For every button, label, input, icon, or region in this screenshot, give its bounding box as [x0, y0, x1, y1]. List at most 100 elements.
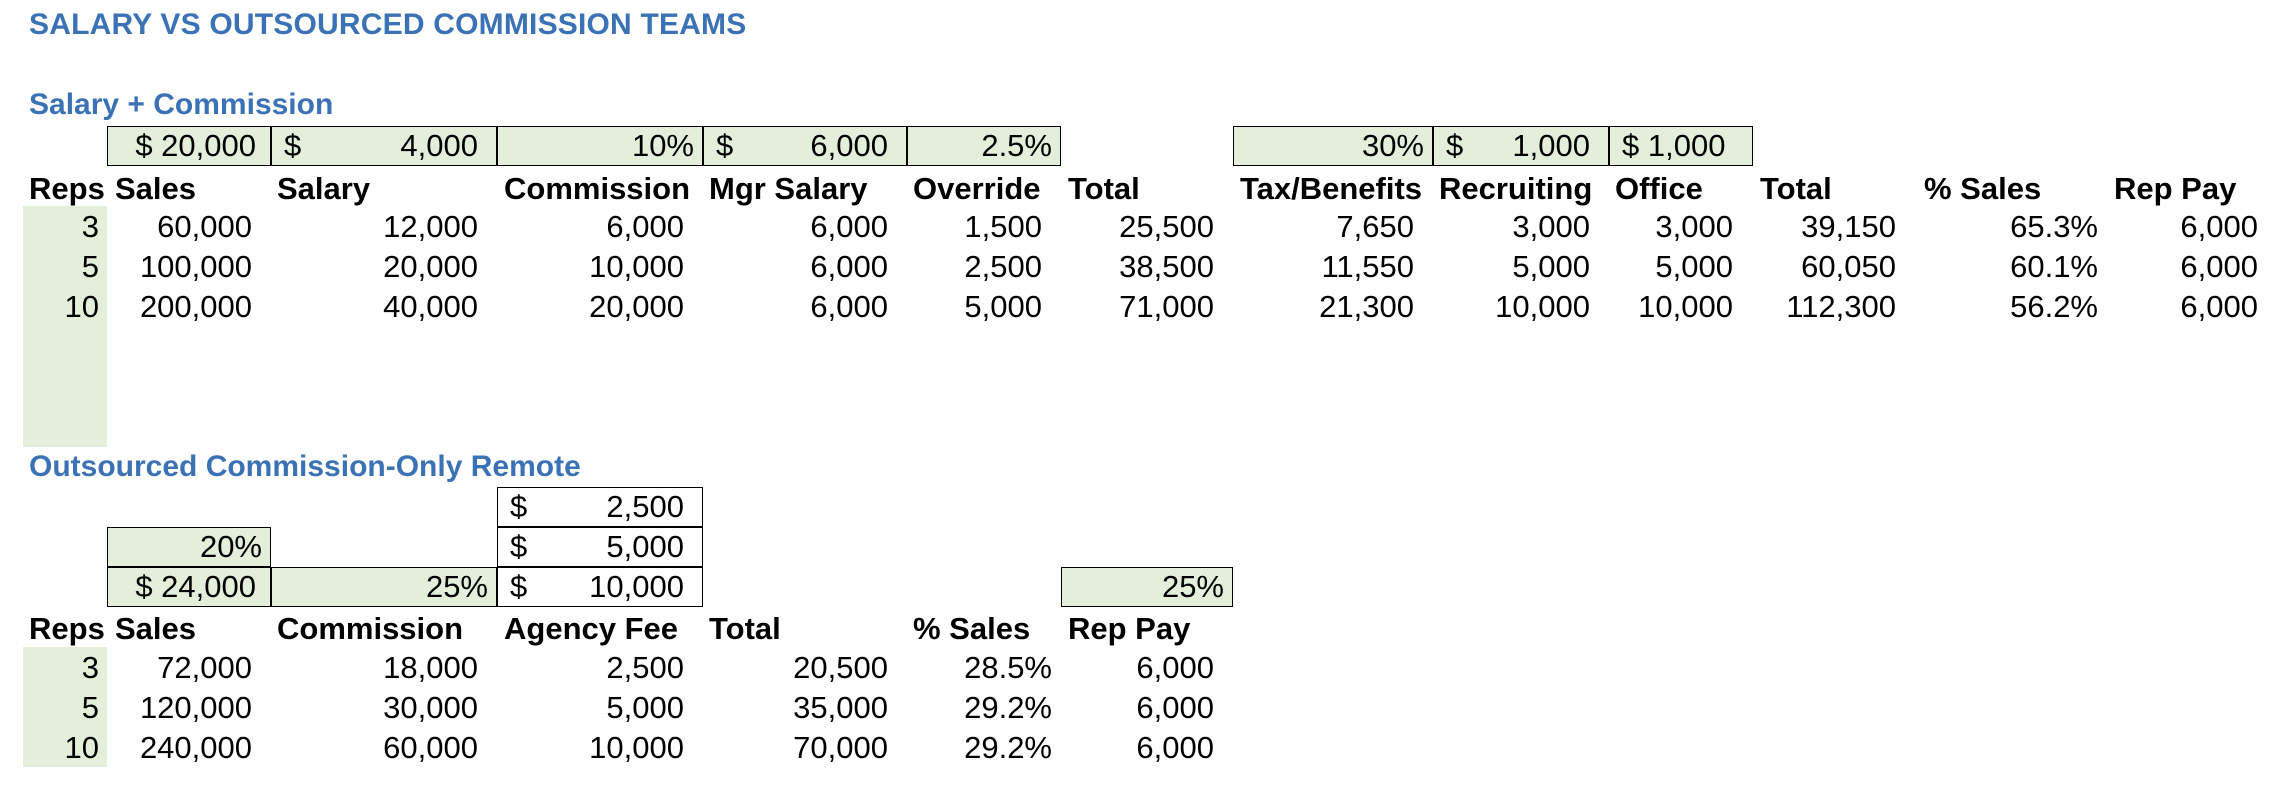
salary-row-cell: 200,000 [139, 289, 252, 324]
salary-row-cell: 3,000 [1512, 209, 1590, 244]
salary-row-cell: 20,000 [589, 289, 684, 324]
salary-override-pct-value: 2.5% [981, 128, 1052, 163]
salary-row-cell: 6,000 [606, 209, 684, 244]
salary-row-cell: 6,000 [2180, 289, 2258, 324]
salary-tax-pct-input[interactable]: 30% [1233, 126, 1433, 166]
outsourced-growth-pct-value: 20% [199, 529, 262, 564]
agency-fee-tier-2-value: 5,000 [606, 529, 684, 564]
agency-fee-tier-2[interactable]: $ 5,000 [497, 527, 703, 567]
salary-col-header-mgr-salary: Mgr Salary [709, 171, 868, 206]
salary-col-header-rep-pay: Rep Pay [2114, 171, 2237, 206]
salary-row-cell: 11,550 [1321, 249, 1414, 284]
salary-row-cell[interactable]: 5 [81, 249, 99, 284]
salary-row-cell: 10,000 [589, 249, 684, 284]
salary-row-cell: 65.3% [2010, 209, 2098, 244]
outsourced-row-cell: 6,000 [1136, 650, 1214, 685]
outsourced-commission-pct-input[interactable]: 25% [271, 567, 497, 607]
agency-fee-tier-2-currency: $ [510, 529, 528, 564]
salary-col-header-sales: Sales [115, 171, 197, 206]
salary-row-cell: 60.1% [2010, 249, 2098, 284]
outsourced-col-header-pct-sales: % Sales [913, 611, 1031, 646]
salary-office-value: $ 1,000 [1622, 128, 1726, 163]
outsourced-row-cell[interactable]: 3 [81, 650, 99, 685]
outsourced-row-cell[interactable]: 10 [64, 730, 99, 765]
salary-row-cell[interactable]: 3 [81, 209, 99, 244]
salary-col-header-grand-total: Total [1760, 171, 1832, 206]
salary-row-cell: 1,500 [964, 209, 1042, 244]
outsourced-row-cell: 70,000 [793, 730, 888, 765]
salary-tax-pct-value: 30% [1361, 128, 1424, 163]
salary-recruiting-input[interactable]: $ 1,000 [1433, 126, 1609, 166]
salary-row-cell: 6,000 [810, 209, 888, 244]
outsourced-sales-per-rep-input[interactable]: $ 24,000 [107, 567, 271, 607]
salary-col-header-recruiting: Recruiting [1439, 171, 1593, 206]
outsourced-sales-per-rep-value: $ 24,000 [135, 569, 256, 604]
outsourced-row-cell: 10,000 [589, 730, 684, 765]
outsourced-row-cell: 6,000 [1136, 730, 1214, 765]
outsourced-growth-pct-input[interactable]: 20% [107, 527, 271, 567]
outsourced-row-cell: 30,000 [383, 690, 478, 725]
salary-row-cell: 3,000 [1655, 209, 1733, 244]
salary-base-value: 4,000 [400, 128, 478, 163]
salary-section-heading: Salary + Commission [29, 88, 334, 121]
outsourced-row-cell: 72,000 [157, 650, 252, 685]
salary-row-cell: 10,000 [1638, 289, 1733, 324]
salary-row-cell: 2,500 [964, 249, 1042, 284]
salary-recruiting-value: 1,000 [1512, 128, 1590, 163]
salary-row-cell: 100,000 [139, 249, 252, 284]
outsourced-row-cell: 120,000 [139, 690, 252, 725]
salary-sales-per-rep-input[interactable]: $ 20,000 [107, 126, 271, 166]
salary-reps-input-column[interactable] [23, 206, 107, 447]
salary-office-input[interactable]: $ 1,000 [1609, 126, 1753, 166]
outsourced-row-cell: 29.2% [964, 730, 1052, 765]
outsourced-row-cell: 60,000 [383, 730, 478, 765]
salary-commission-pct-value: 10% [631, 128, 694, 163]
outsourced-commission-pct-value: 25% [425, 569, 488, 604]
salary-row-cell: 38,500 [1119, 249, 1214, 284]
outsourced-rep-pay-pct-input[interactable]: 25% [1061, 567, 1233, 607]
salary-row-cell: 12,000 [383, 209, 478, 244]
agency-fee-tier-3-currency: $ [510, 569, 528, 604]
salary-row-cell: 6,000 [2180, 209, 2258, 244]
salary-mgr-salary-input[interactable]: $ 6,000 [703, 126, 907, 166]
salary-row-cell: 10,000 [1495, 289, 1590, 324]
agency-fee-tier-1[interactable]: $ 2,500 [497, 487, 703, 527]
agency-fee-tier-3[interactable]: $ 10,000 [497, 567, 703, 607]
outsourced-reps-input-column[interactable] [23, 647, 107, 767]
outsourced-rep-pay-pct-value: 25% [1161, 569, 1224, 604]
salary-commission-pct-input[interactable]: 10% [497, 126, 703, 166]
salary-row-cell: 40,000 [383, 289, 478, 324]
outsourced-col-header-sales: Sales [115, 611, 197, 646]
salary-row-cell: 56.2% [2010, 289, 2098, 324]
outsourced-row-cell: 18,000 [383, 650, 478, 685]
salary-mgr-salary-value: 6,000 [810, 128, 888, 163]
agency-fee-tier-3-value: 10,000 [589, 569, 684, 604]
salary-row-cell: 5,000 [964, 289, 1042, 324]
salary-sales-per-rep-value: $ 20,000 [135, 128, 256, 163]
outsourced-row-cell: 28.5% [964, 650, 1052, 685]
salary-row-cell: 5,000 [1512, 249, 1590, 284]
salary-row-cell: 7,650 [1336, 209, 1414, 244]
salary-mgr-salary-currency: $ [716, 128, 734, 163]
salary-override-pct-input[interactable]: 2.5% [907, 126, 1061, 166]
salary-col-header-override: Override [913, 171, 1041, 206]
salary-base-input[interactable]: $ 4,000 [271, 126, 497, 166]
salary-row-cell[interactable]: 10 [64, 289, 99, 324]
salary-col-header-salary: Salary [277, 171, 371, 206]
outsourced-row-cell: 35,000 [793, 690, 888, 725]
agency-fee-tier-1-currency: $ [510, 489, 528, 524]
outsourced-row-cell: 20,500 [793, 650, 888, 685]
outsourced-row-cell: 240,000 [139, 730, 252, 765]
agency-fee-tier-1-value: 2,500 [606, 489, 684, 524]
outsourced-row-cell: 29.2% [964, 690, 1052, 725]
salary-col-header-reps: Reps [29, 171, 105, 206]
salary-row-cell: 60,050 [1801, 249, 1896, 284]
salary-col-header-total: Total [1068, 171, 1140, 206]
outsourced-col-header-rep-pay: Rep Pay [1068, 611, 1191, 646]
outsourced-row-cell: 5,000 [606, 690, 684, 725]
salary-row-cell: 5,000 [1655, 249, 1733, 284]
salary-base-currency: $ [284, 128, 302, 163]
outsourced-row-cell[interactable]: 5 [81, 690, 99, 725]
outsourced-col-header-total: Total [709, 611, 781, 646]
outsourced-col-header-reps: Reps [29, 611, 105, 646]
